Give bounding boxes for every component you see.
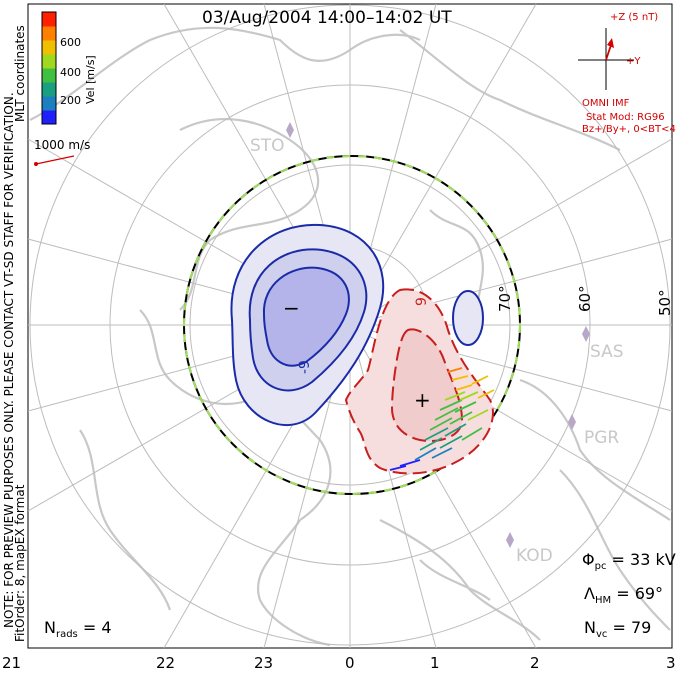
colorbar-tick-400: 400	[60, 66, 81, 79]
imf-y-label: +Y	[626, 56, 641, 67]
colorbar-tick-200: 200	[60, 94, 81, 107]
colorbar-segment	[42, 96, 56, 111]
station-label-pgr: PGR	[584, 428, 620, 448]
station-label-kod: KOD	[516, 546, 553, 566]
potential-min-marker: −	[283, 296, 300, 320]
colorbar	[42, 12, 56, 125]
colorbar-segment	[42, 110, 56, 125]
mlt-tick-2: 2	[530, 654, 540, 672]
nvc-sub: vc	[595, 629, 608, 641]
velocity-vectors	[389, 367, 495, 471]
colorbar-segment	[42, 12, 56, 27]
chart-title: 03/Aug/2004 14:00–14:02 UT	[202, 8, 452, 28]
imf-stat-mod: Stat Mod: RG96	[586, 112, 665, 123]
phi-pc-stat: Φpc = 33 kV	[582, 550, 676, 572]
lat-label-60: 60°	[576, 285, 594, 312]
lambda-sub: HM	[594, 595, 612, 607]
vector-scale-label: 1000 m/s	[34, 138, 91, 152]
nvc-stat: Nvc = 79	[584, 618, 651, 640]
imf-source: OMNI IMF	[582, 98, 630, 109]
colorbar-segment	[42, 26, 56, 41]
mlt-tick-3: 3	[666, 654, 676, 672]
station-marker-kod	[506, 532, 514, 548]
colorbar-segment	[42, 82, 56, 97]
imf-z-label: +Z (5 nT)	[610, 12, 659, 23]
dawn-small-cell	[452, 290, 484, 346]
scale-vector-origin	[34, 162, 38, 166]
contour-label-pos: 9	[414, 297, 430, 306]
station-marker-sto	[286, 122, 294, 138]
lat-label-70: 70°	[496, 285, 514, 312]
colorbar-segment	[42, 68, 56, 83]
colorbar-segment	[42, 40, 56, 55]
fit-order: FitOrder: 8, mapEX format	[13, 484, 27, 642]
station-label-sas: SAS	[590, 342, 624, 362]
positive-potential-cell	[344, 288, 494, 475]
station-marker-sas	[582, 326, 590, 342]
hm-boundary-dash	[183, 155, 521, 495]
phi-value: = 33 kV	[606, 550, 676, 569]
nvc-value: = 79	[607, 618, 652, 637]
colorbar-frame	[41, 11, 57, 125]
negative-potential-cell	[230, 223, 484, 427]
colorbar-tick-600: 600	[60, 36, 81, 49]
mlt-tick-22: 22	[156, 654, 176, 672]
nrads-value: = 4	[77, 618, 112, 637]
colorbar-label: Vel [m/s]	[84, 55, 97, 104]
scale-vector	[35, 155, 75, 165]
nrads-sub: rads	[55, 629, 78, 641]
mlt-tick-21: 21	[2, 654, 22, 672]
nrads-stat: Nrads = 4	[44, 618, 112, 640]
lambda-hm-stat: ΛHM = 69°	[584, 584, 663, 606]
mlt-tick-23: 23	[254, 654, 274, 672]
lat-label-50: 50°	[656, 289, 674, 316]
coastlines	[29, 26, 671, 647]
contour-label-neg: -9	[297, 360, 313, 374]
colorbar-segment	[42, 54, 56, 69]
nvc-symbol: N	[584, 618, 596, 637]
imf-clock	[578, 28, 634, 90]
station-markers	[286, 122, 590, 548]
imf-conditions: Bz+/By+, 0<BT<4	[582, 124, 676, 135]
potential-max-marker: +	[414, 388, 431, 412]
station-label-sto: STO	[250, 136, 285, 156]
phi-symbol: Φ	[582, 550, 595, 569]
phi-sub: pc	[594, 561, 607, 573]
mlt-tick-1: 1	[430, 654, 440, 672]
nrads-symbol: N	[44, 618, 56, 637]
coord-label: MLT coordinates	[13, 25, 27, 122]
mlt-tick-0: 0	[345, 654, 355, 672]
lambda-symbol: Λ	[584, 584, 595, 603]
lambda-value: = 69°	[611, 584, 664, 603]
station-marker-pgr	[568, 414, 576, 430]
